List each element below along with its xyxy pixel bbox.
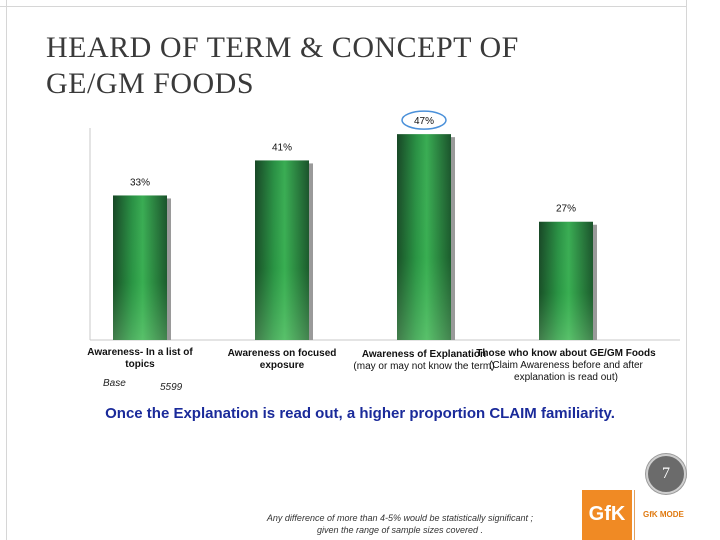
title-line-1: HEARD OF TERM & CONCEPT OF [46,31,519,64]
bar-sheen [255,160,309,340]
bar-sheen [397,134,451,340]
category-label-sub: (Claim Awareness before and after explan… [489,360,643,383]
bar-value-label: 41% [272,142,292,153]
category-label: Those who know about GE/GM Foods (Claim A… [466,348,666,384]
bar-value-label: 27% [556,204,576,215]
category-label-main: Awareness on focused exposure [227,348,337,371]
frame-left-line [6,0,7,540]
bar-sheen [113,195,167,340]
footnote-line-1: Any difference of more than 4-5% would b… [266,513,534,523]
category-label: Awareness- In a list of topics [75,347,205,371]
footnote-line-2: given the range of sample sizes covered … [316,525,484,535]
base-label: Base [103,378,126,389]
title-line-2: GE/GM FOODS [46,67,255,100]
category-label-main: Those who know about GE/GM Foods [476,348,656,359]
bar-sheen [539,221,593,340]
page-number-badge: 7 [646,454,686,494]
category-label-main: Awareness- In a list of topics [87,347,193,370]
bar-value-label: 33% [130,177,150,188]
bar-value-label: 47% [414,116,434,127]
category-label-sub: (may or may not know the term) [353,361,495,372]
category-label: Awareness of Explanation (may or may not … [349,349,499,373]
note-text: Once the Explanation is read out, a high… [105,405,615,422]
category-label: Awareness on focused exposure [227,348,337,372]
page-number: 7 [662,465,670,482]
footnote: Any difference of more than 4-5% would b… [240,512,560,536]
highlight-ellipse [401,110,447,130]
bar-chart: 33% 41% 47% 27% [89,110,680,341]
gfk-logo-tagline: GfK MODE [643,510,684,519]
frame-top-line [0,6,686,7]
logo-divider [634,490,635,540]
category-label-main: Awareness of Explanation [361,349,487,360]
base-value: 5599 [160,382,183,393]
gfk-logo: GfK [582,490,632,540]
gfk-logo-text: GfK [588,503,626,525]
slide-title: HEARD OF TERM & CONCEPT OF GE/GM FOODS [46,30,646,102]
frame-right-line [686,0,687,478]
